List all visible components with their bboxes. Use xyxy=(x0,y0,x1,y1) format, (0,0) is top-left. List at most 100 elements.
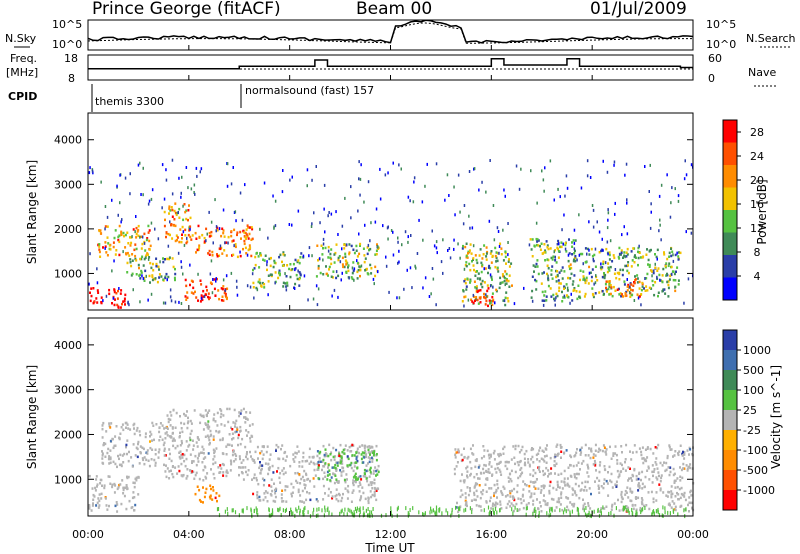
power-cell xyxy=(491,300,494,303)
velocity-cell xyxy=(504,464,507,468)
power-cell xyxy=(553,299,556,302)
velocity-cell xyxy=(191,470,194,473)
velocity-cell xyxy=(102,462,105,465)
velocity-cell xyxy=(686,467,689,471)
velocity-cell xyxy=(271,512,273,517)
velocity-cell xyxy=(124,421,127,425)
power-cell xyxy=(547,277,550,280)
power-cell xyxy=(568,267,571,271)
power-cell xyxy=(189,227,191,231)
power-cell xyxy=(608,280,611,283)
power-cell xyxy=(644,165,646,168)
power-cell xyxy=(205,285,208,289)
power-cell xyxy=(636,277,639,280)
velocity-cell xyxy=(252,492,255,496)
power-cell xyxy=(578,213,580,217)
velocity-cell xyxy=(183,412,185,416)
power-cell xyxy=(496,226,499,230)
power-cell xyxy=(504,296,507,300)
velocity-cell xyxy=(299,511,301,516)
velocity-cell xyxy=(497,453,500,456)
power-cell xyxy=(222,208,225,212)
power-cell xyxy=(507,222,509,225)
power-cell xyxy=(267,274,270,277)
power-cell xyxy=(559,282,562,285)
velocity-cbar-tick-label: 1000 xyxy=(743,344,771,357)
velocity-cell xyxy=(496,502,499,505)
power-cell xyxy=(661,280,664,284)
power-cell xyxy=(490,299,493,303)
power-cell xyxy=(118,240,121,244)
velocity-cell xyxy=(158,448,161,451)
velocity-cell xyxy=(506,494,509,497)
power-cell xyxy=(91,169,94,173)
velocity-cell xyxy=(646,446,649,449)
power-cell xyxy=(117,238,120,242)
velocity-cell xyxy=(360,453,363,456)
power-cell xyxy=(669,274,672,278)
power-cell xyxy=(398,260,400,264)
power-cell xyxy=(88,282,90,286)
power-cell xyxy=(148,256,151,259)
velocity-cell xyxy=(282,508,284,513)
velocity-cell xyxy=(530,448,533,452)
velocity-cell xyxy=(476,495,479,498)
power-cell xyxy=(251,227,254,231)
power-cell xyxy=(138,266,140,270)
power-cell xyxy=(95,297,98,300)
velocity-cell xyxy=(640,501,643,504)
velocity-cell xyxy=(127,427,130,430)
velocity-cell xyxy=(593,459,596,463)
power-cell xyxy=(140,257,143,261)
power-cell xyxy=(676,251,678,255)
power-cell xyxy=(497,252,499,255)
power-cell xyxy=(479,297,482,300)
velocity-cell xyxy=(149,446,152,450)
power-cell xyxy=(359,268,362,272)
power-cell xyxy=(418,218,420,222)
power-cell xyxy=(407,235,409,239)
power-cell xyxy=(485,246,488,249)
velocity-cell xyxy=(121,454,124,457)
power-cell xyxy=(649,163,651,167)
power-cell xyxy=(462,222,465,226)
velocity-cell xyxy=(212,458,215,461)
velocity-cell xyxy=(159,422,162,425)
power-cell xyxy=(120,230,123,234)
power-cell xyxy=(556,246,559,250)
velocity-cell xyxy=(340,474,343,477)
velocity-cell xyxy=(652,510,654,515)
velocity-cell xyxy=(561,508,564,512)
velocity-cell xyxy=(371,450,374,453)
power-cell xyxy=(353,267,356,271)
velocity-cell xyxy=(154,448,157,451)
power-cell xyxy=(558,271,561,274)
velocity-cell xyxy=(664,506,666,511)
velocity-cell xyxy=(189,453,192,456)
velocity-cell xyxy=(344,507,346,512)
power-cell xyxy=(483,267,485,271)
velocity-cell xyxy=(644,475,647,479)
velocity-cell xyxy=(133,496,136,499)
power-cell xyxy=(223,249,226,252)
velocity-cell xyxy=(359,509,361,514)
power-cell xyxy=(116,303,119,307)
velocity-cell xyxy=(594,449,597,452)
velocity-cell xyxy=(360,457,363,461)
power-cell xyxy=(344,196,346,200)
velocity-cell xyxy=(190,422,193,425)
power-cell xyxy=(555,280,558,283)
power-cell xyxy=(167,232,170,236)
power-cell xyxy=(162,301,165,305)
power-cell xyxy=(202,289,205,293)
velocity-cell xyxy=(631,504,634,507)
power-cell xyxy=(623,280,626,283)
velocity-cell xyxy=(652,474,654,478)
velocity-cell xyxy=(582,498,584,501)
power-cell xyxy=(472,264,475,267)
velocity-cell xyxy=(584,512,587,517)
power-cell xyxy=(311,254,313,258)
velocity-cell xyxy=(355,457,358,461)
power-cell xyxy=(210,230,213,234)
velocity-cell xyxy=(340,456,343,460)
